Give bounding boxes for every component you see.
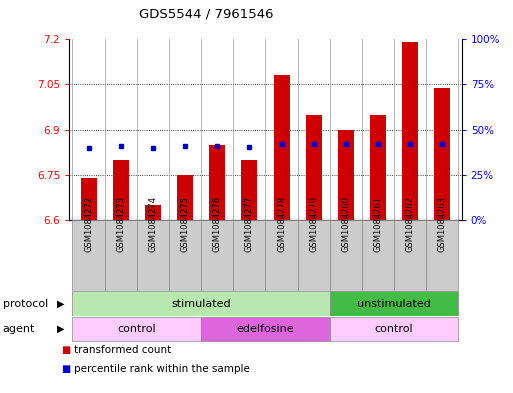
Bar xyxy=(241,160,258,220)
Text: transformed count: transformed count xyxy=(74,345,172,355)
Bar xyxy=(306,115,322,220)
Bar xyxy=(72,220,105,291)
Bar xyxy=(298,220,330,291)
Bar xyxy=(72,317,201,342)
Bar xyxy=(233,220,266,291)
Bar xyxy=(330,220,362,291)
Text: GSM1084275: GSM1084275 xyxy=(181,196,190,252)
Bar xyxy=(201,220,233,291)
Text: GSM1084278: GSM1084278 xyxy=(277,196,286,252)
Text: ▶: ▶ xyxy=(56,324,64,334)
Bar xyxy=(72,291,330,316)
Bar xyxy=(209,145,225,220)
Bar xyxy=(201,317,330,342)
Bar xyxy=(338,130,354,220)
Text: percentile rank within the sample: percentile rank within the sample xyxy=(74,364,250,375)
Bar xyxy=(177,175,193,220)
Bar xyxy=(137,220,169,291)
Bar xyxy=(402,42,418,220)
Text: GSM1084277: GSM1084277 xyxy=(245,196,254,252)
Text: GSM1084272: GSM1084272 xyxy=(84,196,93,252)
Bar xyxy=(145,205,161,220)
Bar xyxy=(394,220,426,291)
Text: GDS5544 / 7961546: GDS5544 / 7961546 xyxy=(140,7,274,21)
Text: GSM1084263: GSM1084263 xyxy=(438,196,447,252)
Text: ■: ■ xyxy=(62,364,71,375)
Bar xyxy=(426,220,459,291)
Text: unstimulated: unstimulated xyxy=(357,299,431,309)
Bar xyxy=(273,75,290,220)
Text: protocol: protocol xyxy=(3,299,48,309)
Bar xyxy=(330,291,459,316)
Bar xyxy=(113,160,129,220)
Bar xyxy=(266,220,298,291)
Bar xyxy=(81,178,96,220)
Text: GSM1084274: GSM1084274 xyxy=(148,196,157,252)
Bar xyxy=(330,317,459,342)
Text: GSM1084260: GSM1084260 xyxy=(341,196,350,252)
Text: ■: ■ xyxy=(62,345,71,355)
Bar xyxy=(105,220,137,291)
Bar xyxy=(370,115,386,220)
Bar xyxy=(362,220,394,291)
Text: stimulated: stimulated xyxy=(171,299,231,309)
Text: GSM1084261: GSM1084261 xyxy=(373,196,383,252)
Text: agent: agent xyxy=(3,324,35,334)
Text: ▶: ▶ xyxy=(56,299,64,309)
Bar xyxy=(435,88,450,220)
Text: control: control xyxy=(117,324,156,334)
Text: GSM1084273: GSM1084273 xyxy=(116,196,125,252)
Text: edelfosine: edelfosine xyxy=(236,324,294,334)
Text: GSM1084279: GSM1084279 xyxy=(309,196,318,252)
Bar xyxy=(169,220,201,291)
Text: GSM1084276: GSM1084276 xyxy=(213,196,222,252)
Text: GSM1084262: GSM1084262 xyxy=(406,196,415,252)
Text: control: control xyxy=(375,324,413,334)
